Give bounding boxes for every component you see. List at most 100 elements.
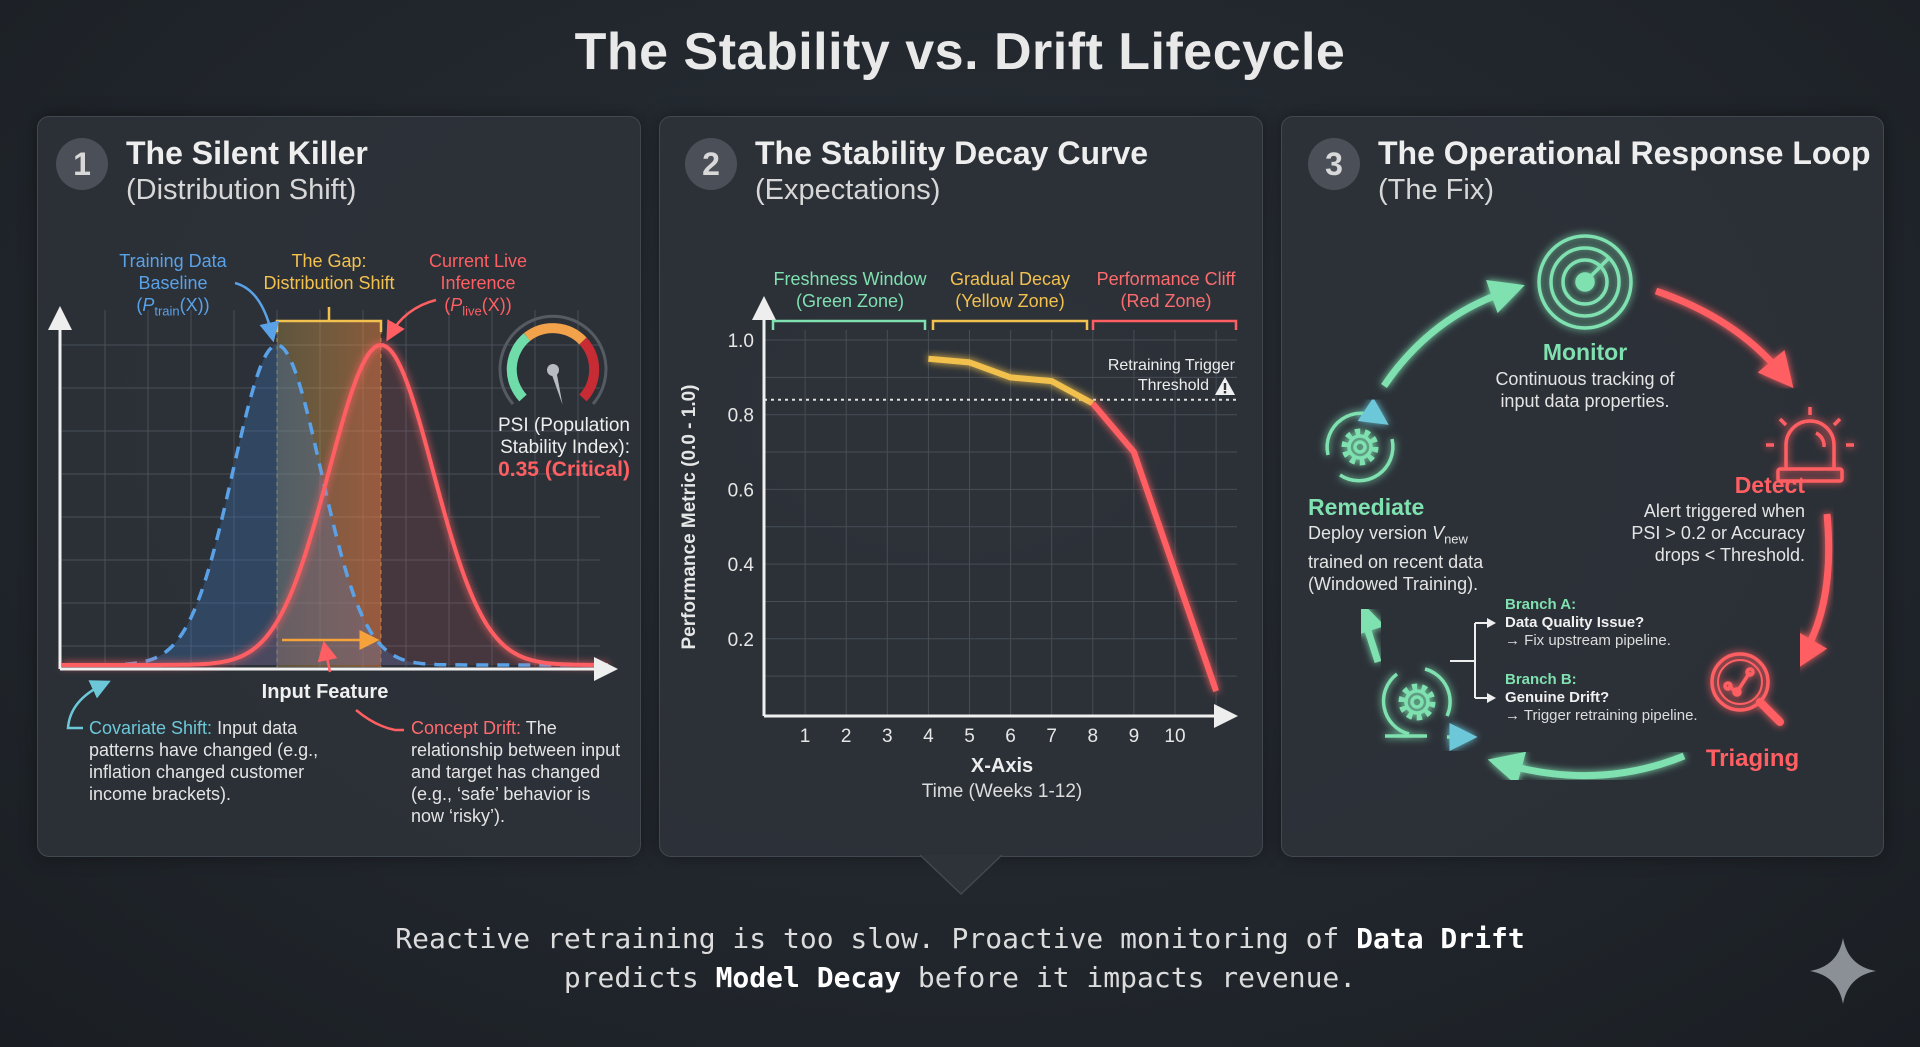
- covariate-shift-note: Covariate Shift: Input data patterns hav…: [89, 717, 349, 805]
- decay-y-axis-label: Performance Metric (0.0 - 1.0): [679, 384, 700, 649]
- panel-response-loop: [1281, 116, 1884, 857]
- x-tick-label: 3: [882, 726, 893, 747]
- training-baseline-label: Training Data Baseline (Ptrain(X)): [100, 250, 246, 323]
- covariate-arrow: [66, 680, 111, 730]
- training-pointer-arrow: [234, 281, 280, 343]
- detect-description: Alert triggered when PSI > 0.2 or Accurac…: [1631, 501, 1805, 565]
- x-tick-label: 7: [1046, 726, 1057, 747]
- live-inference-label: Current Live Inference (Plive(X)): [405, 250, 551, 323]
- gap-region: [277, 321, 381, 667]
- zone-label-green: Freshness Window (Green Zone): [773, 269, 927, 311]
- training-label-line2: Baseline: [138, 273, 208, 293]
- x-tick-label: 9: [1129, 726, 1140, 747]
- x-tick-label: 5: [964, 726, 975, 747]
- training-formula: (Ptrain(X)): [136, 295, 210, 319]
- x-tick-label: 2: [841, 726, 852, 747]
- panel2-title: The Stability Decay Curve: [755, 135, 1149, 171]
- zone-label-red: Performance Cliff (Red Zone): [1096, 269, 1236, 311]
- sparkle-icon: [1810, 938, 1876, 1004]
- monitor-description: Continuous tracking of input data propert…: [1495, 369, 1675, 411]
- detect-title: Detect: [1734, 472, 1805, 498]
- training-label-line1: Training Data: [119, 251, 227, 271]
- live-distribution-curve: [62, 343, 608, 667]
- live-label-line1: Current Live: [428, 251, 528, 271]
- concept-drift-note: Concept Drift: The relationship between …: [411, 717, 626, 827]
- panel2-subtitle: (Expectations): [755, 174, 941, 206]
- panel3-title: The Operational Response Loop: [1378, 135, 1871, 171]
- gap-label: The Gap: Distribution Shift: [244, 250, 414, 294]
- zone-bracket-green: [771, 319, 927, 330]
- gap-label-line1: The Gap:: [291, 251, 367, 271]
- input-feature-arrow: [317, 640, 338, 673]
- live-pointer-arrow: [386, 298, 437, 342]
- live-label-line2: Inference: [440, 273, 516, 293]
- remediate-title: Remediate: [1308, 494, 1425, 520]
- concept-connector: [355, 709, 404, 732]
- covariate-term: Covariate Shift:: [89, 718, 213, 738]
- decay-x-axis-label: X-Axis: [971, 755, 1033, 777]
- input-feature-label: Input Feature: [261, 681, 389, 703]
- decay-x-axis-sublabel: Time (Weeks 1-12): [922, 781, 1082, 802]
- gear-cycle-icon: [1325, 397, 1395, 483]
- branch-b: Branch B: Genuine Drift? → Trigger retrain…: [1505, 671, 1698, 724]
- decay-ticks: 1 2 3 4 5 6 7 8 9 10 0.2 0.4 0.6 0.8 1.0: [728, 331, 1186, 747]
- remediate-description: Deploy version Vnew trained on recent dat…: [1308, 523, 1484, 594]
- decay-curve: [764, 354, 1219, 693]
- gauge-icon: [498, 314, 608, 405]
- gap-label-line2: Distribution Shift: [263, 273, 395, 293]
- y-tick-label: 1.0: [728, 331, 754, 352]
- training-distribution-fill: [62, 345, 608, 665]
- concept-text: The relationship between input and targe…: [411, 718, 621, 826]
- x-tick-label: 4: [923, 726, 934, 747]
- y-tick-label: 0.4: [728, 555, 755, 576]
- y-tick-label: 0.8: [728, 406, 754, 427]
- page-title: The Stability vs. Drift Lifecycle: [574, 23, 1346, 81]
- pipeline-gear-icon: [1381, 667, 1478, 751]
- curve-segment-red: [1090, 401, 1219, 693]
- panel1-subtitle: (Distribution Shift): [126, 174, 357, 206]
- x-tick-label: 8: [1088, 726, 1099, 747]
- step-number-2: 2: [685, 138, 737, 190]
- loop-arrow-to-triaging: [1794, 513, 1833, 671]
- psi-label: PSI (Population Stability Index): 0.35 (…: [470, 415, 630, 481]
- y-tick-label: 0.2: [728, 630, 754, 651]
- branch-connector: [1450, 622, 1492, 699]
- loop-arrow-to-monitor: [1381, 280, 1525, 388]
- x-tick-label: 1: [800, 726, 811, 747]
- zone-bracket-yellow: [931, 319, 1089, 330]
- footer-line-1: Reactive retraining is too slow. Proacti…: [395, 922, 1525, 955]
- psi-value: 0.35 (Critical): [498, 458, 630, 481]
- concept-term: Concept Drift:: [411, 718, 522, 738]
- radar-icon: [1537, 234, 1633, 330]
- panel3-subtitle: (The Fix): [1378, 174, 1494, 206]
- psi-label-line1: PSI (Population: [497, 415, 630, 436]
- curve-segment-yellow: [928, 355, 1095, 407]
- live-formula: (Plive(X)): [444, 295, 512, 319]
- psi-label-line2: Stability Index):: [500, 437, 630, 458]
- zone-bracket-red: [1091, 319, 1238, 330]
- training-distribution-curve: [62, 343, 608, 667]
- panel-pointer: [919, 854, 1003, 896]
- step-number-1: 1: [56, 138, 108, 190]
- panel1-title: The Silent Killer: [126, 135, 368, 171]
- covariate-text: Input data patterns have changed (e.g., …: [89, 718, 319, 804]
- zone-label-yellow: Gradual Decay (Yellow Zone): [949, 269, 1071, 311]
- loop-arrow-to-branch: [1487, 751, 1686, 786]
- decay-grid: [764, 330, 1237, 716]
- loop-arrow-to-remediate: [1351, 597, 1385, 664]
- threshold-label: Retraining Trigger Threshold: [1107, 357, 1235, 394]
- siren-icon: [1766, 407, 1854, 483]
- monitor-title: Monitor: [1542, 339, 1628, 365]
- live-distribution-fill: [62, 345, 608, 665]
- warning-icon: [1215, 377, 1235, 395]
- y-tick-label: 0.6: [728, 480, 754, 501]
- x-tick-label: 10: [1164, 726, 1185, 747]
- magnifier-chart-icon: [1710, 652, 1784, 726]
- step-number-3: 3: [1308, 138, 1360, 190]
- branch-a: Branch A: Data Quality Issue? → Fix upstre…: [1505, 596, 1671, 649]
- triaging-title: Triaging: [1705, 745, 1800, 772]
- loop-arrow-to-detect: [1654, 287, 1794, 389]
- x-tick-label: 6: [1005, 726, 1016, 747]
